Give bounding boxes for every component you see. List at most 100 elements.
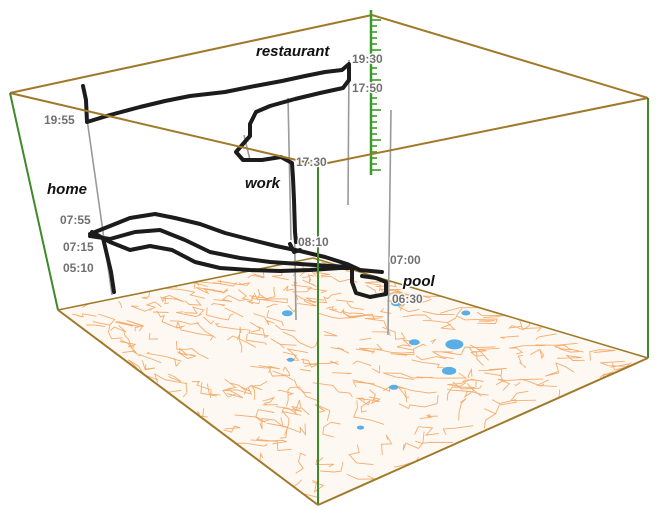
street-segment xyxy=(462,379,477,388)
street-segment xyxy=(484,368,503,377)
street-segment xyxy=(118,300,122,309)
street-segment xyxy=(414,426,439,436)
base-map xyxy=(58,258,648,505)
street-segment xyxy=(416,372,468,379)
street-segment xyxy=(275,405,301,414)
street-segment xyxy=(282,351,297,361)
street-segment xyxy=(170,320,199,325)
time-axis xyxy=(369,10,381,175)
street-segment xyxy=(312,382,353,398)
street-segment xyxy=(217,280,251,286)
street-segment xyxy=(234,414,270,423)
time-label: 19:55 xyxy=(44,113,75,127)
street-segment xyxy=(262,396,276,404)
street-segment xyxy=(86,324,106,327)
street-segment xyxy=(372,331,391,337)
street-segment xyxy=(302,279,317,288)
street-segment xyxy=(184,299,202,306)
trajectory-morning-3 xyxy=(90,230,357,273)
street-segment xyxy=(467,367,473,379)
trajectory-morning-1 xyxy=(88,212,384,274)
street-segment xyxy=(483,408,497,429)
marker-line-restaurant xyxy=(347,59,350,206)
street-segment xyxy=(387,291,421,297)
street-segment xyxy=(396,339,421,351)
street-segment xyxy=(558,348,580,353)
street-segment xyxy=(281,410,302,436)
street-segment xyxy=(258,365,281,370)
street-segment xyxy=(430,338,437,344)
street-segment xyxy=(589,349,616,361)
street-segment xyxy=(255,409,275,423)
street-segment xyxy=(346,302,365,310)
street-segment xyxy=(457,315,498,324)
street-segment xyxy=(177,347,197,359)
street-segment xyxy=(250,365,272,374)
street-segment xyxy=(148,333,158,340)
marker-line-pool xyxy=(387,109,392,336)
street-segment xyxy=(259,451,264,462)
street-segment xyxy=(282,331,318,349)
street-segment xyxy=(238,289,255,302)
street-segment xyxy=(286,386,301,407)
street-segment xyxy=(500,375,544,382)
street-segment xyxy=(200,408,208,418)
street-segment xyxy=(440,322,456,330)
street-segment xyxy=(237,334,243,353)
street-segment xyxy=(154,373,188,385)
street-segment xyxy=(521,326,543,333)
street-segment xyxy=(278,343,297,349)
street-segment xyxy=(469,344,489,361)
cube-top-right-back-edge xyxy=(371,14,649,99)
street-segment xyxy=(266,303,278,308)
street-segment xyxy=(259,417,284,430)
street-segment xyxy=(442,346,496,356)
street-segment xyxy=(145,301,162,311)
street-segment xyxy=(281,423,307,437)
street-segment xyxy=(356,397,373,402)
street-segment xyxy=(468,346,484,367)
street-segment xyxy=(268,287,276,299)
water-body xyxy=(391,300,402,307)
street-segment xyxy=(174,358,181,368)
place-label-home: home xyxy=(47,181,87,198)
time-label: 08:10 xyxy=(298,235,329,249)
time-label: 17:30 xyxy=(296,155,327,169)
time-label: 07:55 xyxy=(60,213,91,227)
street-segment xyxy=(301,358,319,368)
street-segment xyxy=(318,405,331,421)
street-segment xyxy=(320,461,344,473)
street-segment xyxy=(206,307,234,321)
time-label: 19:30 xyxy=(352,52,383,66)
cube-top-right-front-edge xyxy=(317,97,649,166)
street-segment xyxy=(137,353,162,364)
street-segment xyxy=(92,313,116,326)
time-labels: 19:30 17:50 19:55 17:30 07:55 07:15 05:1… xyxy=(43,51,425,308)
street-segment xyxy=(510,390,537,402)
street-segment xyxy=(314,403,326,414)
street-segment xyxy=(446,386,475,401)
street-segment xyxy=(272,366,291,377)
street-segment xyxy=(557,354,585,361)
cube-floor-back-edge xyxy=(57,257,314,311)
street-segment xyxy=(335,299,354,303)
cube-top-front-edge xyxy=(9,92,319,166)
street-segment xyxy=(452,381,482,390)
water-body xyxy=(461,310,471,316)
street-segment xyxy=(517,355,523,365)
time-label: 17:50 xyxy=(352,81,383,95)
street-segment xyxy=(283,285,294,292)
street-segment xyxy=(530,348,544,360)
street-segment xyxy=(495,378,511,391)
street-segment xyxy=(250,439,287,445)
street-segment xyxy=(322,421,341,438)
street-segment xyxy=(371,348,414,354)
place-label-pool: pool xyxy=(402,273,435,290)
street-segment xyxy=(422,310,455,315)
cube-top-back-edge xyxy=(9,14,373,94)
street-segment xyxy=(306,287,328,294)
street-segment xyxy=(348,444,374,466)
street-segment xyxy=(235,442,268,447)
street-segment xyxy=(223,425,241,433)
